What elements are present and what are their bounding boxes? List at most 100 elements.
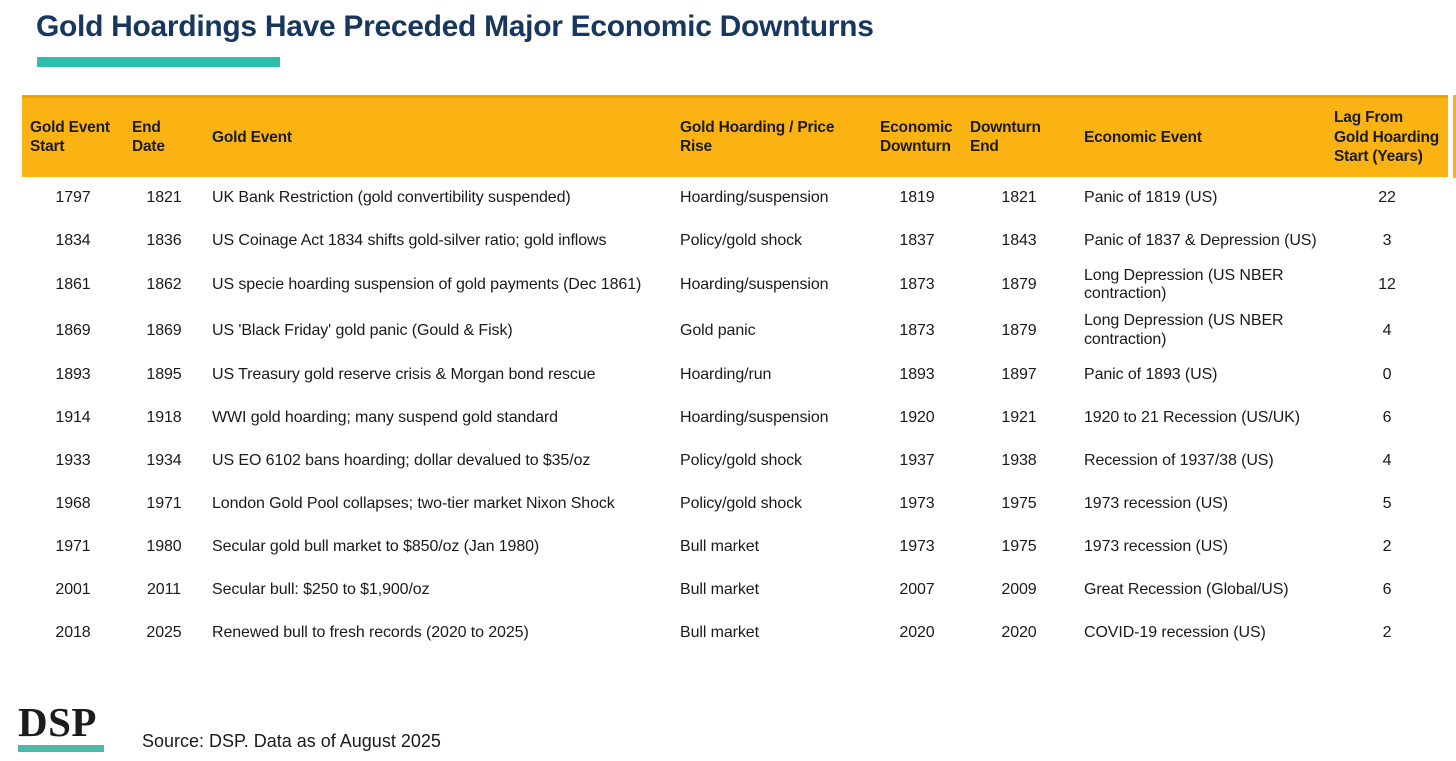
cell-gold-hoarding-price-rise: Bull market: [680, 624, 759, 642]
cell-downturn-end: 1821: [1001, 188, 1037, 206]
cell-downturn-end: 1938: [1001, 452, 1037, 470]
col-header-lag-years: Lag From Gold Hoarding Start (Years): [1326, 95, 1448, 177]
cell-gold-event-start: 1861: [55, 275, 91, 293]
cell-gold-event-start: 1933: [55, 452, 91, 470]
dsp-logo: DSP: [18, 702, 104, 752]
cell-economic-downturn: 1873: [899, 275, 935, 293]
cell-economic-downturn: 2007: [899, 581, 935, 599]
cell-economic-downturn: 1920: [899, 409, 935, 427]
cell-end-date: 2011: [146, 581, 181, 599]
cell-gold-hoarding-price-rise: Hoarding/suspension: [680, 188, 829, 206]
table-row: 1971 1980 Secular gold bull market to $850…: [22, 526, 1448, 569]
cell-downturn-end: 1879: [1001, 275, 1037, 293]
cell-gold-event-start: 1893: [55, 366, 91, 384]
cell-gold-event: WWI gold hoarding; many suspend gold sta…: [212, 409, 558, 427]
cell-gold-event-start: 1968: [55, 495, 91, 513]
cell-gold-hoarding-price-rise: Bull market: [680, 538, 759, 556]
cell-end-date: 2025: [146, 624, 182, 642]
cell-lag-years: 6: [1382, 409, 1392, 427]
table-row: 1869 1869 US 'Black Friday' gold panic (Go…: [22, 308, 1448, 354]
cell-lag-years: 4: [1382, 321, 1392, 339]
cell-end-date: 1934: [146, 452, 182, 470]
cell-gold-event-start: 1971: [55, 538, 91, 556]
table-header-row: Gold Event Start End Date Gold Event Gol…: [22, 95, 1448, 177]
cell-downturn-end: 1975: [1001, 538, 1037, 556]
cell-gold-event: Secular bull: $250 to $1,900/oz: [212, 581, 430, 599]
table-row: 1914 1918 WWI gold hoarding; many suspend …: [22, 397, 1448, 440]
cell-economic-downturn: 1837: [899, 231, 935, 249]
cell-gold-event: US Treasury gold reserve crisis & Morgan…: [212, 366, 596, 384]
cell-gold-event: US Coinage Act 1834 shifts gold-silver r…: [212, 231, 607, 249]
table-body: 1797 1821 UK Bank Restriction (gold conver…: [22, 177, 1448, 656]
cell-economic-event: COVID-19 recession (US): [1084, 624, 1266, 642]
cell-gold-event-start: 1834: [55, 231, 91, 249]
col-header-end-date: End Date: [124, 95, 204, 177]
cell-economic-downturn: 1873: [899, 321, 935, 339]
gold-events-table-wrap: Gold Event Start End Date Gold Event Gol…: [22, 95, 1448, 655]
table-edge-sliver: [1453, 95, 1456, 178]
col-header-gold-event: Gold Event: [204, 95, 672, 177]
cell-gold-event: Renewed bull to fresh records (2020 to 2…: [212, 624, 529, 642]
table-row: 1933 1934 US EO 6102 bans hoarding; dollar…: [22, 440, 1448, 483]
cell-lag-years: 5: [1382, 495, 1392, 513]
cell-downturn-end: 1843: [1001, 231, 1037, 249]
cell-gold-hoarding-price-rise: Bull market: [680, 581, 759, 599]
cell-gold-event: US 'Black Friday' gold panic (Gould & Fi…: [212, 321, 513, 339]
cell-lag-years: 2: [1382, 624, 1392, 642]
cell-gold-hoarding-price-rise: Policy/gold shock: [680, 452, 802, 470]
gold-events-table: Gold Event Start End Date Gold Event Gol…: [22, 95, 1448, 655]
table-row: 1861 1862 US specie hoarding suspension of…: [22, 263, 1448, 309]
cell-gold-event-start: 2018: [55, 624, 91, 642]
table-row: 2018 2025 Renewed bull to fresh records (2…: [22, 612, 1448, 655]
cell-gold-event-start: 1797: [55, 188, 91, 206]
cell-gold-event: US EO 6102 bans hoarding; dollar devalue…: [212, 452, 591, 470]
cell-end-date: 1821: [146, 188, 182, 206]
cell-end-date: 1869: [146, 321, 182, 339]
cell-end-date: 1980: [146, 538, 182, 556]
cell-gold-hoarding-price-rise: Hoarding/suspension: [680, 409, 829, 427]
cell-lag-years: 22: [1378, 188, 1396, 206]
cell-downturn-end: 1879: [1001, 321, 1037, 339]
col-header-economic-downturn: Economic Downturn: [872, 95, 962, 177]
page-title: Gold Hoardings Have Preceded Major Econo…: [36, 10, 874, 43]
cell-end-date: 1862: [146, 275, 182, 293]
cell-end-date: 1895: [146, 366, 182, 384]
cell-downturn-end: 1921: [1001, 409, 1037, 427]
table-row: 1968 1971 London Gold Pool collapses; two-…: [22, 483, 1448, 526]
cell-lag-years: 6: [1382, 581, 1392, 599]
cell-gold-hoarding-price-rise: Hoarding/suspension: [680, 275, 829, 293]
cell-economic-downturn: 1937: [899, 452, 935, 470]
cell-gold-event: UK Bank Restriction (gold convertibility…: [212, 188, 571, 206]
cell-economic-downturn: 1973: [899, 538, 935, 556]
cell-economic-event: Panic of 1893 (US): [1084, 366, 1218, 384]
cell-gold-event: US specie hoarding suspension of gold pa…: [212, 275, 642, 293]
cell-gold-event: London Gold Pool collapses; two-tier mar…: [212, 495, 615, 513]
cell-downturn-end: 2009: [1001, 581, 1037, 599]
cell-economic-event: 1973 recession (US): [1084, 538, 1228, 556]
cell-economic-event: Recession of 1937/38 (US): [1084, 452, 1274, 470]
table-row: 1893 1895 US Treasury gold reserve crisis …: [22, 354, 1448, 397]
col-header-gold-event-start: Gold Event Start: [22, 95, 124, 177]
cell-lag-years: 3: [1382, 231, 1392, 249]
cell-end-date: 1836: [146, 231, 182, 249]
col-header-economic-event: Economic Event: [1076, 95, 1326, 177]
col-header-downturn-end: Downturn End: [962, 95, 1076, 177]
cell-gold-event-start: 2001: [55, 581, 91, 599]
cell-gold-event: Secular gold bull market to $850/oz (Jan…: [212, 538, 540, 556]
cell-end-date: 1971: [146, 495, 182, 513]
cell-downturn-end: 1897: [1001, 366, 1037, 384]
cell-gold-hoarding-price-rise: Hoarding/run: [680, 366, 772, 384]
cell-economic-event: 1920 to 21 Recession (US/UK): [1084, 409, 1300, 427]
table-row: 1797 1821 UK Bank Restriction (gold conver…: [22, 177, 1448, 220]
table-row: 1834 1836 US Coinage Act 1834 shifts gold-…: [22, 220, 1448, 263]
cell-economic-event: Great Recession (Global/US): [1084, 581, 1289, 599]
cell-economic-event: Panic of 1837 & Depression (US): [1084, 231, 1317, 249]
cell-economic-downturn: 1973: [899, 495, 935, 513]
cell-economic-event: 1973 recession (US): [1084, 495, 1228, 513]
table-row: 2001 2011 Secular bull: $250 to $1,900/oz B…: [22, 569, 1448, 612]
cell-lag-years: 12: [1378, 275, 1396, 293]
cell-gold-hoarding-price-rise: Policy/gold shock: [680, 495, 802, 513]
cell-gold-event-start: 1914: [55, 409, 91, 427]
cell-downturn-end: 1975: [1001, 495, 1037, 513]
cell-economic-downturn: 2020: [899, 624, 935, 642]
